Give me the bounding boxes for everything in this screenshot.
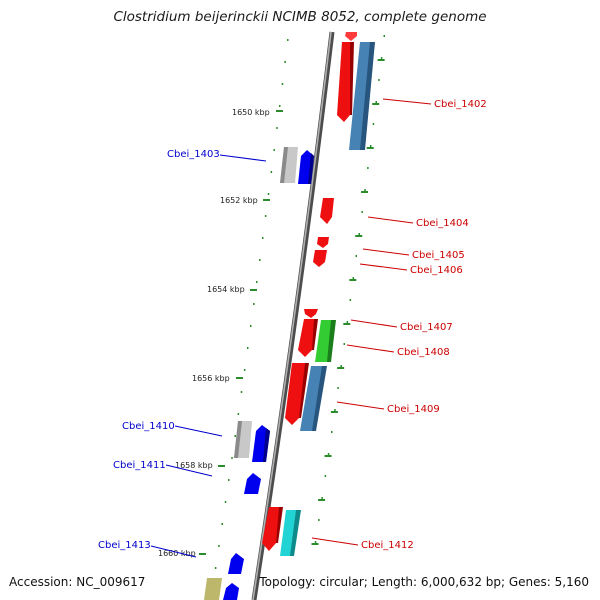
kbp-scale: 1650 kbp 1652 kbp 1654 kbp 1656 kbp 1658… (158, 108, 283, 558)
gene-block-shade (327, 320, 336, 362)
gene-label[interactable]: Cbei_1404 (416, 218, 469, 229)
gene-arrow[interactable] (228, 553, 244, 574)
gene-arrow[interactable] (244, 473, 261, 494)
gene-arrow[interactable] (285, 363, 307, 425)
accession-text: Accession: NC_009617 (9, 575, 146, 589)
gene-arrow[interactable] (317, 237, 329, 248)
gene-label[interactable]: Cbei_1410 (122, 421, 175, 432)
reverse-strand-genes (204, 147, 314, 600)
gene-label[interactable]: Cbei_1403 (167, 149, 220, 160)
gene-block-shade (290, 510, 301, 556)
kbp-label: 1660 kbp (158, 549, 196, 558)
gene-arrow[interactable] (223, 583, 239, 600)
gene-arrow[interactable] (304, 309, 318, 318)
genome-backbone-highlight (252, 31, 332, 600)
gene-block[interactable] (280, 510, 299, 556)
kbp-label: 1654 kbp (207, 285, 245, 294)
genome-summary-text: Topology: circular; Length: 6,000,632 bp… (259, 575, 589, 589)
gene-label[interactable]: Cbei_1413 (98, 540, 151, 551)
kbp-label: 1656 kbp (192, 374, 230, 383)
gene-label[interactable]: Cbei_1412 (361, 540, 414, 551)
gene-block-shade (360, 42, 375, 150)
gene-label[interactable]: Cbei_1409 (387, 404, 440, 415)
gene-arrow[interactable] (337, 42, 352, 122)
gene-block-shade (312, 366, 327, 431)
gene-arrow-shade (276, 507, 283, 543)
kbp-label: 1658 kbp (175, 461, 213, 470)
gene-arrow-shade (312, 319, 318, 350)
gene-block-shade (280, 147, 288, 183)
map-title: Clostridium beijerinckii NCIMB 8052, com… (113, 9, 487, 25)
gene-block[interactable] (300, 366, 325, 431)
forward-strand-genes (262, 32, 375, 556)
gene-label[interactable]: Cbei_1405 (412, 250, 465, 261)
gene-label[interactable]: Cbei_1402 (434, 99, 487, 110)
gene-arrow-shade (350, 42, 354, 115)
gene-arrow[interactable] (313, 250, 327, 267)
label-leaders (150, 98, 432, 558)
gene-block[interactable] (204, 578, 222, 600)
gene-arrow[interactable] (320, 198, 334, 224)
gene-labels: Cbei_1402 Cbei_1404 Cbei_1405 Cbei_1406 … (98, 99, 487, 551)
gene-label[interactable]: Cbei_1408 (397, 347, 450, 358)
gene-block-shade (234, 421, 242, 458)
gene-label[interactable]: Cbei_1407 (400, 322, 453, 333)
gene-arrow[interactable] (345, 32, 357, 41)
kbp-label: 1652 kbp (220, 196, 258, 205)
gene-label[interactable]: Cbei_1411 (113, 460, 166, 471)
kbp-label: 1650 kbp (232, 108, 270, 117)
gene-arrow-shade (263, 428, 270, 462)
tick-rings (211, 35, 386, 591)
gene-label[interactable]: Cbei_1406 (410, 265, 463, 276)
gene-arrow[interactable] (298, 319, 316, 357)
gene-arrow-shade (308, 153, 314, 184)
gene-block[interactable] (349, 42, 373, 150)
gene-arrow-shade (299, 363, 309, 418)
genome-backbone (251, 31, 335, 600)
